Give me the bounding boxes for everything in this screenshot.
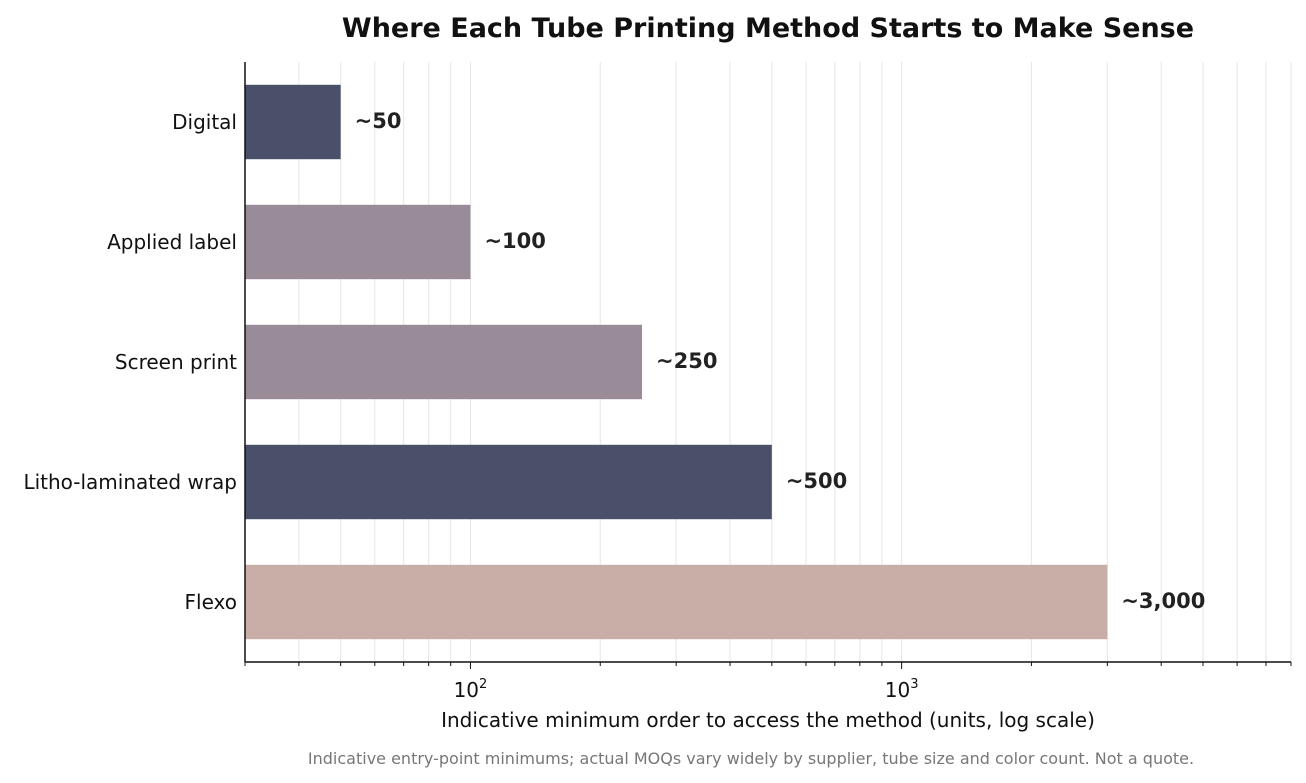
data-label: ~50 (355, 109, 402, 133)
category-labels: Digital Applied label Screen print Litho-la… (23, 110, 237, 614)
data-label: ~500 (786, 469, 847, 493)
category-label: Applied label (107, 230, 237, 254)
x-tick-label: 103 (885, 677, 919, 702)
data-label: ~3,000 (1121, 589, 1205, 613)
bar (245, 84, 341, 160)
bars (245, 84, 1108, 640)
value-labels: ~50 ~100 ~250 ~500 ~3,000 (355, 109, 1206, 613)
data-label: ~100 (484, 229, 545, 253)
caption: Indicative entry-point minimums; actual … (308, 749, 1194, 768)
bar (245, 324, 643, 400)
category-label: Litho-laminated wrap (23, 470, 237, 494)
category-label: Flexo (185, 590, 237, 614)
bar (245, 204, 471, 280)
category-label: Digital (172, 110, 237, 134)
x-ticks: 102 103 (244, 662, 1292, 702)
x-axis-label: Indicative minimum order to access the m… (441, 708, 1095, 732)
category-label: Screen print (115, 350, 237, 374)
bar (245, 564, 1108, 640)
bar (245, 444, 772, 520)
grid-lines (244, 62, 1292, 662)
chart-title: Where Each Tube Printing Method Starts t… (342, 13, 1194, 44)
x-tick-label: 102 (454, 677, 488, 702)
data-label: ~250 (656, 349, 717, 373)
axes (244, 62, 1291, 663)
